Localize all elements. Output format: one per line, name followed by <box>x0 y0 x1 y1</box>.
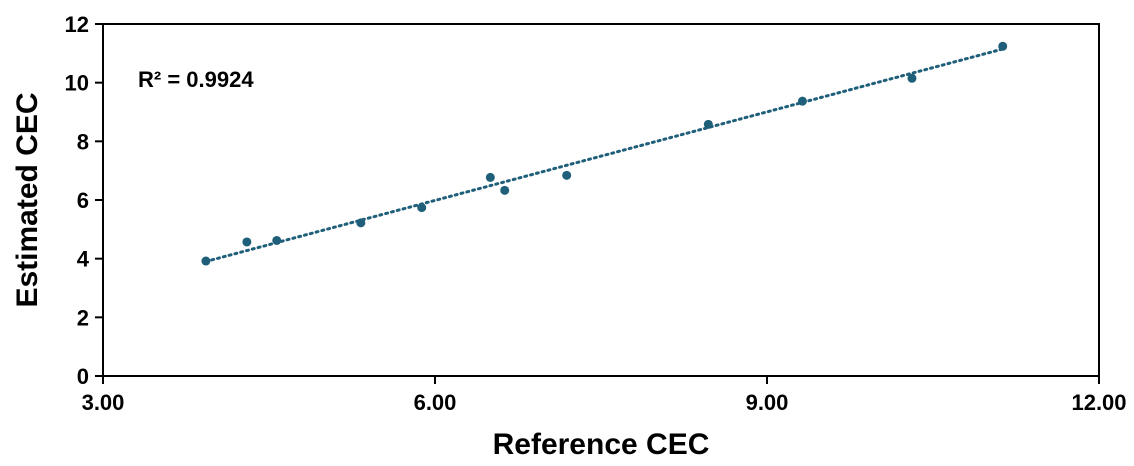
y-tick-label: 6 <box>77 188 89 213</box>
data-point <box>272 235 282 245</box>
data-point <box>500 185 510 195</box>
data-point <box>797 96 807 106</box>
y-tick-label: 4 <box>77 247 90 272</box>
y-tick-label: 12 <box>65 12 89 37</box>
x-tick-label: 9.00 <box>746 390 789 415</box>
y-axis: 0 2 4 6 8 10 12 <box>65 12 103 389</box>
plot-area <box>102 23 1100 377</box>
data-point <box>485 172 495 182</box>
data-point <box>201 256 211 266</box>
x-tick-label: 6.00 <box>414 390 457 415</box>
x-tick-label: 3.00 <box>82 390 125 415</box>
x-tick-label: 12.00 <box>1071 390 1126 415</box>
data-point <box>998 41 1008 51</box>
y-tick-label: 8 <box>77 129 89 154</box>
data-points <box>201 41 1008 266</box>
data-point <box>242 237 252 247</box>
data-point <box>907 73 917 83</box>
y-tick-label: 10 <box>65 71 89 96</box>
x-axis-title: Reference CEC <box>493 428 710 461</box>
y-tick-label: 2 <box>77 305 89 330</box>
y-tick-label: 0 <box>77 364 89 389</box>
y-axis-title: Estimated CEC <box>11 92 44 307</box>
data-point <box>417 203 427 213</box>
x-axis: 3.00 6.00 9.00 12.00 <box>82 376 1127 415</box>
trendline <box>204 47 1005 263</box>
data-point <box>562 170 572 180</box>
data-point <box>703 119 713 129</box>
r-squared-annotation: R² = 0.9924 <box>138 67 254 92</box>
data-point <box>356 218 366 228</box>
